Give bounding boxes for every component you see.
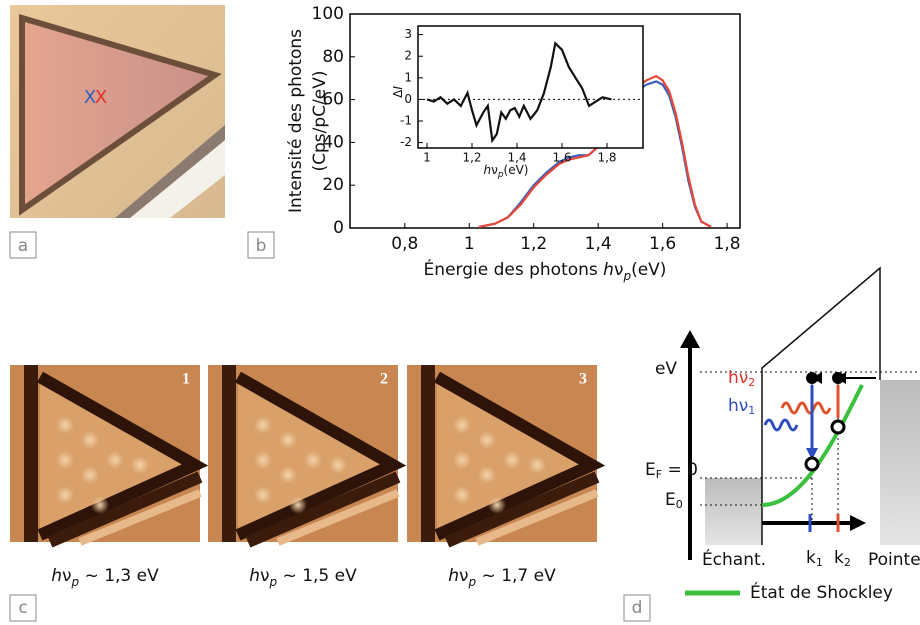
label-part: = 0 <box>662 460 698 480</box>
x-tick-label: 1,6 <box>552 151 571 165</box>
label-part: 2 <box>748 376 755 389</box>
y-tick-label: -2 <box>400 135 412 149</box>
x-tick-label: 1,4 <box>585 234 612 254</box>
y-axis-label: (Cps/pC/eV) <box>310 71 330 172</box>
label-part: k <box>806 548 816 568</box>
x-tick-label: 1 <box>464 234 475 254</box>
caption-part: h <box>249 566 260 586</box>
y-tick-label: 0 <box>333 218 344 238</box>
figure: X X a b 0204060801000,811,21,41,61,8-2-1… <box>0 0 920 625</box>
label-part: hν <box>728 368 748 388</box>
label-part: E <box>645 460 656 480</box>
energy-label: E0 <box>665 490 683 511</box>
image-number: 1 <box>182 371 190 388</box>
label-part: E <box>665 490 676 510</box>
photon-label: hν2 <box>728 368 755 389</box>
energy-label: EF = 0 <box>645 460 698 481</box>
sample-label: Échant. <box>702 548 766 570</box>
optical-image: X X <box>10 5 225 218</box>
x-tick-label: 0,8 <box>391 234 418 254</box>
caption-part: ν <box>459 566 469 586</box>
label-part: hν <box>728 396 748 416</box>
label-part: 1 <box>748 404 755 417</box>
y-tick-label: -1 <box>400 114 412 128</box>
y-tick-label: 20 <box>322 175 344 195</box>
x-tick-label: 1 <box>423 151 431 165</box>
caption-part: h <box>51 566 62 586</box>
caption: hνp ~ 1,3 eV <box>51 566 159 589</box>
label-text: ν <box>614 260 624 280</box>
caption: hνp ~ 1,7 eV <box>448 566 556 589</box>
label-part: 2 <box>844 556 851 569</box>
y-axis-label: Intensité des photons <box>286 29 306 213</box>
energy-diagram <box>680 268 920 593</box>
label-part: h <box>484 163 492 177</box>
stm-image <box>10 365 200 542</box>
legend-label: État de Shockley <box>750 581 893 603</box>
stm-image <box>208 365 398 542</box>
y-axis-label: ΔI <box>391 86 405 98</box>
y-tick-label: 2 <box>404 49 412 63</box>
k-label: k2 <box>834 548 851 569</box>
caption-part: ν <box>62 566 72 586</box>
image-number: 3 <box>579 371 587 388</box>
label-part: k <box>834 548 844 568</box>
label-part: I <box>391 86 405 90</box>
y-tick-label: 3 <box>404 27 412 41</box>
plot-frame <box>418 26 643 148</box>
panel-label: a <box>18 236 28 256</box>
caption-part: ~ 1,5 eV <box>277 566 357 586</box>
caption-part: h <box>448 566 459 586</box>
k-label: k1 <box>806 548 823 569</box>
panel-label: d <box>632 598 643 618</box>
y-tick-label: 80 <box>322 47 344 67</box>
x-tick-label: 1,2 <box>520 234 547 254</box>
panel-label: c <box>18 598 27 618</box>
y-tick-label: 1 <box>404 70 412 84</box>
x-tick-label: 1,8 <box>597 151 616 165</box>
photon-label: hν1 <box>728 396 755 417</box>
stm-image <box>407 365 597 542</box>
caption-part: ν <box>260 566 270 586</box>
label-text: (eV) <box>631 260 666 280</box>
caption-part: ~ 1,3 eV <box>79 566 159 586</box>
label-text: Énergie des photons <box>424 258 604 280</box>
x-tick-label: 1,6 <box>649 234 676 254</box>
x-tick-label: 1,2 <box>462 151 481 165</box>
tip-label: Pointe <box>868 550 920 570</box>
x-axis-label: Énergie des photons hνp(eV) <box>424 258 667 283</box>
label-text: h <box>603 260 614 280</box>
label-part: 0 <box>676 498 683 511</box>
marker-x: X <box>95 87 107 108</box>
panel-label: b <box>256 236 267 256</box>
label-part: 1 <box>816 556 823 569</box>
caption: hνp ~ 1,5 eV <box>249 566 357 589</box>
caption-part: ~ 1,7 eV <box>476 566 556 586</box>
y-tick-label: 0 <box>404 92 412 106</box>
x-tick-label: 1,8 <box>714 234 741 254</box>
label-part: (eV) <box>504 163 529 177</box>
y-tick-label: 100 <box>312 4 344 24</box>
image-number: 2 <box>380 371 388 388</box>
axis-label: eV <box>655 359 677 379</box>
